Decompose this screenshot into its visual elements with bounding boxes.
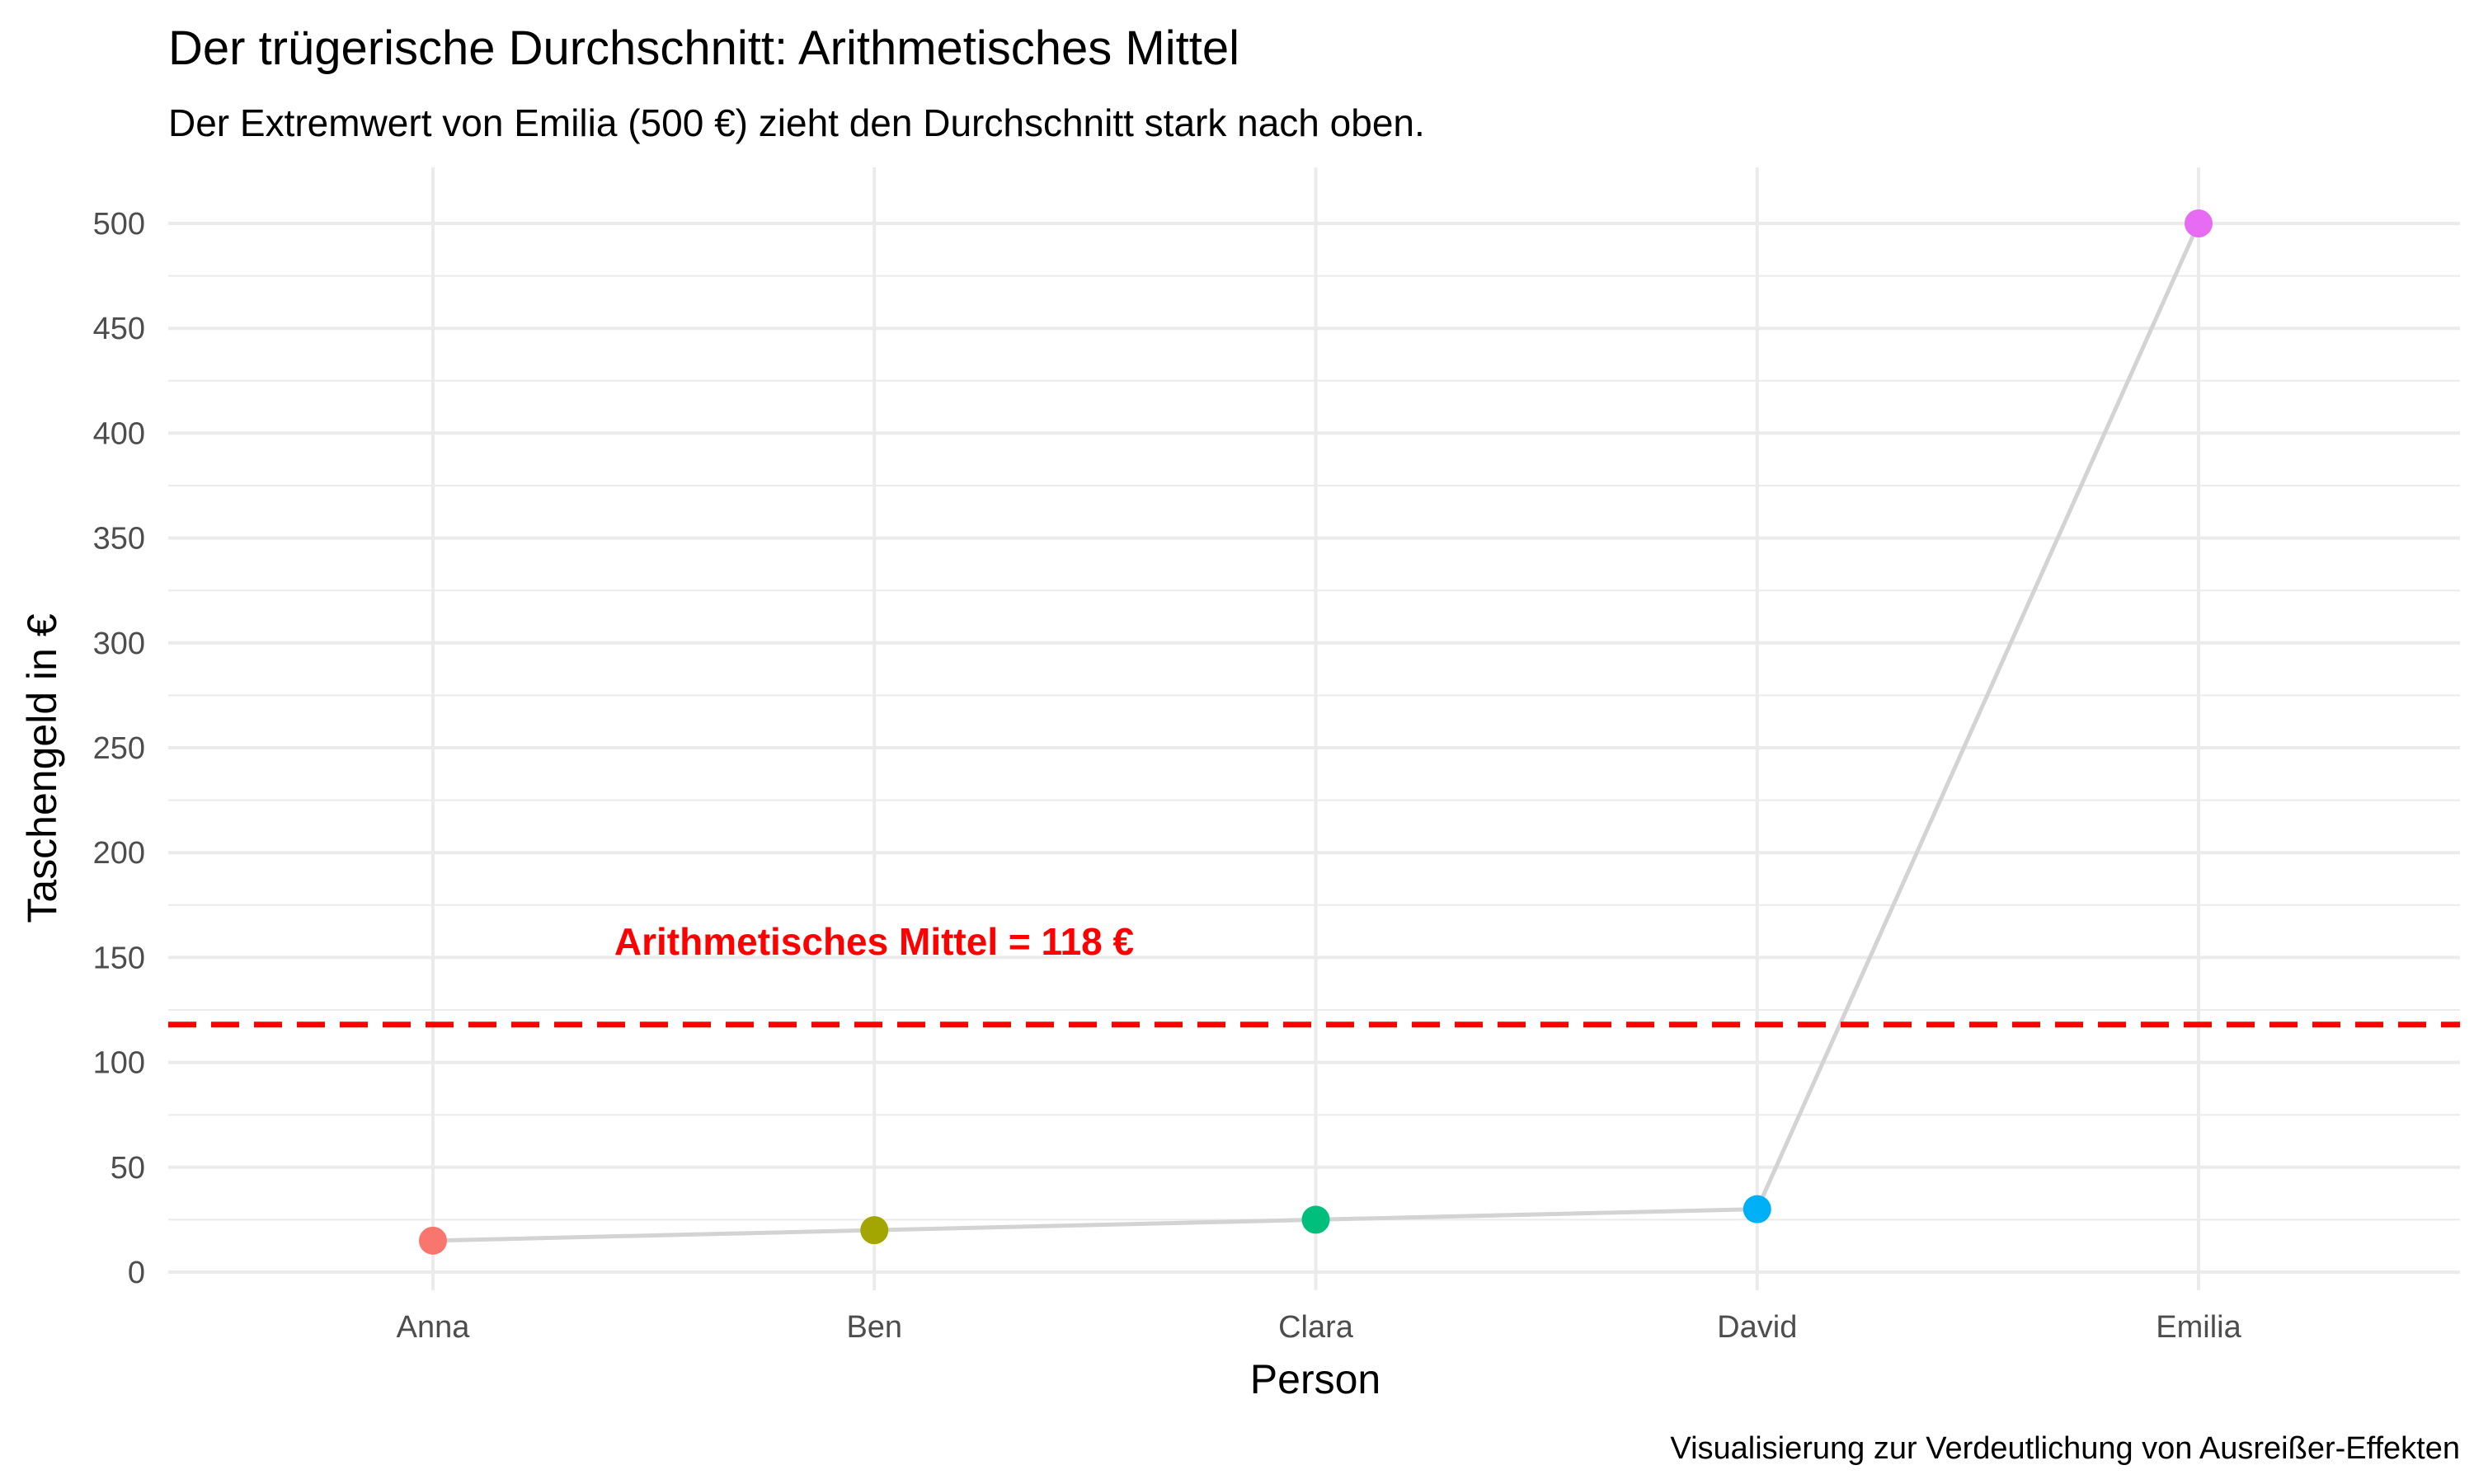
x-tick-label: Emilia bbox=[2156, 1310, 2241, 1345]
data-point-ben bbox=[860, 1216, 889, 1245]
y-tick-label: 50 bbox=[111, 1151, 145, 1186]
series-layer bbox=[419, 209, 2213, 1255]
chart-subtitle: Der Extremwert von Emilia (500 €) zieht … bbox=[168, 101, 1425, 144]
data-point-clara bbox=[1301, 1205, 1330, 1234]
x-tick-label: Ben bbox=[846, 1310, 902, 1345]
y-tick-label: 150 bbox=[93, 941, 145, 975]
grid-major bbox=[168, 167, 2460, 1290]
x-tick-labels: Anna Ben Clara David Emilia bbox=[397, 1310, 2242, 1345]
y-tick-label: 300 bbox=[93, 627, 145, 661]
data-point-anna bbox=[419, 1226, 447, 1255]
data-point-emilia bbox=[2185, 209, 2213, 237]
y-tick-label: 500 bbox=[93, 207, 145, 242]
y-tick-label: 400 bbox=[93, 416, 145, 451]
y-tick-label: 450 bbox=[93, 312, 145, 346]
mean-layer: Arithmetisches Mittel = 118 € bbox=[168, 920, 2460, 1028]
mean-label: Arithmetisches Mittel = 118 € bbox=[614, 920, 1134, 963]
x-tick-label: Anna bbox=[397, 1310, 471, 1345]
y-tick-label: 100 bbox=[93, 1046, 145, 1081]
y-axis-title: Taschengeld in € bbox=[19, 613, 65, 923]
y-tick-label: 200 bbox=[93, 836, 145, 871]
data-point-david bbox=[1743, 1195, 1771, 1223]
y-tick-label: 250 bbox=[93, 731, 145, 766]
y-tick-labels: 0 50 100 150 200 250 300 350 400 450 500 bbox=[93, 207, 145, 1290]
x-axis-title: Person bbox=[1250, 1356, 1380, 1402]
y-tick-label: 350 bbox=[93, 522, 145, 556]
x-tick-label: David bbox=[1717, 1310, 1797, 1345]
x-tick-label: Clara bbox=[1278, 1310, 1354, 1345]
chart-title: Der trügerische Durchschnitt: Arithmetis… bbox=[168, 21, 1239, 75]
chart-caption: Visualisierung zur Verdeutlichung von Au… bbox=[1670, 1431, 2460, 1466]
y-tick-label: 0 bbox=[128, 1256, 145, 1290]
